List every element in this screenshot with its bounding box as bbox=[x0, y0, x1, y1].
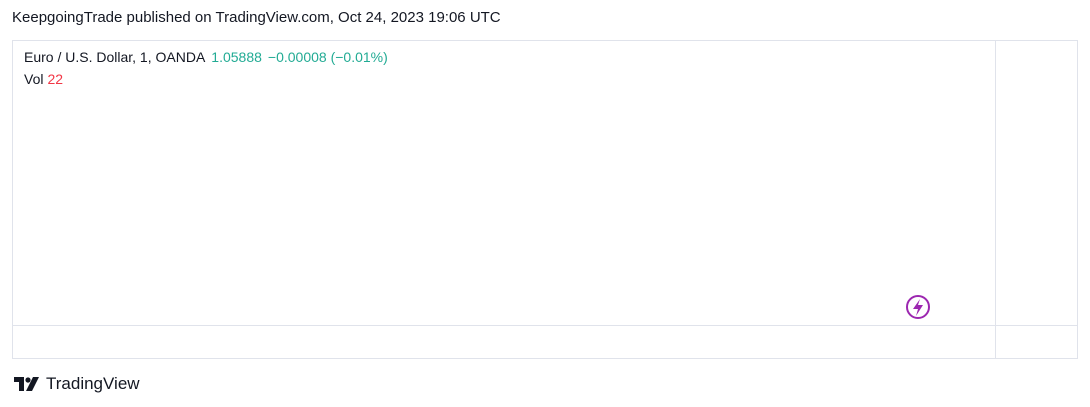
brand-name: TradingView bbox=[46, 374, 140, 393]
symbol-name: Euro / U.S. Dollar, 1, OANDA bbox=[24, 49, 206, 65]
legend: Euro / U.S. Dollar, 1, OANDA 1.05888 −0.00… bbox=[24, 46, 388, 90]
lightning-icon[interactable] bbox=[906, 295, 930, 319]
legend-change: −0.00008 (−0.01%) bbox=[267, 49, 388, 65]
brand: TradingView bbox=[14, 374, 140, 394]
chart-frame bbox=[12, 40, 1078, 359]
legend-last-price: 1.05888 bbox=[211, 49, 262, 65]
volume-label: Vol bbox=[24, 71, 44, 87]
brand-logo bbox=[14, 377, 39, 391]
publisher-line: KeepgoingTrade published on TradingView.… bbox=[12, 9, 501, 26]
volume-last: 22 bbox=[47, 71, 64, 87]
